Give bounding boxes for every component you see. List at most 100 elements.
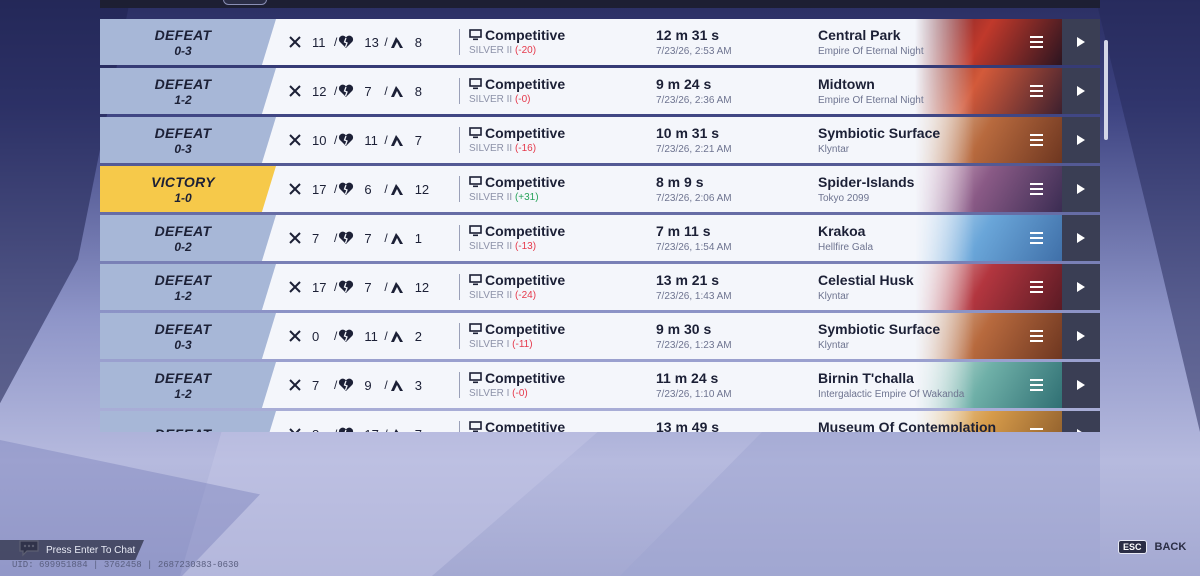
- assists-icon: [390, 37, 403, 48]
- menu-icon[interactable]: [1030, 376, 1048, 394]
- replay-button[interactable]: [1062, 264, 1100, 310]
- assists-value: 3: [414, 377, 422, 393]
- deaths-icon: [339, 427, 354, 432]
- map-name: Midtown: [818, 76, 875, 92]
- play-icon: [1077, 135, 1085, 145]
- match-row[interactable]: DEFEAT 1-2 12 / 7 / 8 Competitive SILVER…: [100, 68, 1100, 114]
- monitor-icon: [469, 127, 482, 139]
- assists-value: 12: [414, 279, 430, 295]
- mode-label: Competitive: [485, 27, 566, 43]
- match-duration: 9 m 30 s: [656, 321, 712, 337]
- deaths-value: 7: [364, 279, 372, 295]
- rank-delta: (-0): [514, 94, 531, 105]
- map-name: Birnin T'challa: [818, 370, 914, 386]
- kills-icon: [289, 36, 301, 48]
- stat-separator: /: [334, 427, 337, 432]
- deaths-icon: [339, 329, 354, 342]
- mode-label: Competitive: [485, 174, 566, 190]
- replay-button[interactable]: [1062, 362, 1100, 408]
- menu-icon[interactable]: [1030, 229, 1048, 247]
- deaths-stat: 11: [338, 133, 390, 148]
- match-duration: 7 m 11 s: [656, 223, 711, 239]
- replay-button[interactable]: [1062, 19, 1100, 65]
- kills-icon: [289, 232, 301, 244]
- deaths-icon: [339, 280, 354, 293]
- match-row[interactable]: DEFEAT 0-3 11 / 13 / 8 Competitive SILVE…: [100, 19, 1100, 65]
- match-score: 1-0: [174, 190, 192, 205]
- replay-button[interactable]: [1062, 166, 1100, 212]
- match-row[interactable]: DEFEAT 8 / 17 / 7 Competitive 13 m 49 s …: [100, 411, 1100, 432]
- stat-separator: /: [384, 182, 388, 196]
- match-result: DEFEAT: [154, 320, 212, 337]
- kda-stats: 12 / 7 / 8: [288, 68, 448, 114]
- replay-button[interactable]: [1062, 411, 1100, 432]
- map-region: Klyntar: [818, 144, 850, 155]
- kills-icon: [289, 428, 301, 432]
- kills-stat: 17: [288, 280, 340, 295]
- match-date: 7/23/26, 2:53 AM: [656, 46, 732, 57]
- assists-icon: [390, 135, 403, 146]
- match-row[interactable]: DEFEAT 1-2 7 / 9 / 3 Competitive SILVER …: [100, 362, 1100, 408]
- kills-stat: 17: [288, 182, 340, 197]
- match-result: DEFEAT: [154, 222, 212, 239]
- deaths-stat: 7: [338, 280, 390, 295]
- match-result-badge: DEFEAT: [100, 411, 276, 432]
- kills-value: 17: [312, 181, 327, 197]
- replay-button[interactable]: [1062, 215, 1100, 261]
- kills-stat: 7: [288, 378, 340, 393]
- assists-value: 8: [414, 83, 422, 99]
- deaths-value: 7: [364, 230, 372, 246]
- stat-separator: /: [384, 35, 388, 49]
- assists-stat: 7: [389, 133, 441, 148]
- match-mode: Competitive SILVER II (-24): [469, 272, 565, 301]
- replay-button[interactable]: [1062, 313, 1100, 359]
- kills-value: 7: [312, 377, 320, 393]
- map-name: Museum Of Contemplation: [818, 419, 997, 432]
- match-row[interactable]: DEFEAT 0-3 0 / 11 / 2 Competitive SILVER…: [100, 313, 1100, 359]
- menu-icon[interactable]: [1030, 327, 1048, 345]
- kda-stats: 17 / 6 / 12: [288, 166, 448, 212]
- match-mode: Competitive SILVER I (-0): [469, 370, 565, 399]
- back-button[interactable]: ESC BACK: [1118, 540, 1186, 554]
- rank-delta: (-16): [514, 143, 537, 154]
- top-tab[interactable]: [223, 0, 267, 5]
- menu-icon[interactable]: [1030, 33, 1048, 51]
- menu-icon[interactable]: [1030, 180, 1048, 198]
- match-mode: Competitive SILVER II (-13): [469, 223, 565, 252]
- scrollbar[interactable]: [1104, 40, 1108, 140]
- rank-label: SILVER I: [469, 388, 510, 399]
- background-shape: [180, 430, 600, 576]
- menu-icon[interactable]: [1030, 82, 1048, 100]
- assists-stat: 7: [389, 427, 441, 432]
- play-icon: [1077, 429, 1082, 432]
- match-date: 7/23/26, 2:36 AM: [656, 95, 732, 106]
- replay-button[interactable]: [1062, 117, 1100, 163]
- menu-icon[interactable]: [1030, 425, 1048, 432]
- rank-label: SILVER II: [469, 143, 513, 154]
- match-time: 8 m 9 s 7/23/26, 2:06 AM: [656, 174, 732, 204]
- match-mode: Competitive SILVER II (-20): [469, 27, 565, 56]
- replay-button[interactable]: [1062, 68, 1100, 114]
- menu-icon[interactable]: [1030, 131, 1048, 149]
- match-result-badge: DEFEAT 0-3: [100, 313, 276, 359]
- rank-delta: (-13): [514, 241, 537, 252]
- play-icon: [1077, 184, 1085, 194]
- deaths-value: 6: [364, 181, 372, 197]
- match-history-list[interactable]: DEFEAT 0-3 11 / 13 / 8 Competitive SILVE…: [100, 19, 1100, 432]
- mode-label: Competitive: [485, 76, 566, 92]
- rank-label: SILVER II: [469, 45, 513, 56]
- assists-stat: 12: [389, 280, 441, 295]
- stat-separator: /: [334, 329, 338, 343]
- match-date: 7/23/26, 2:06 AM: [656, 193, 732, 204]
- monitor-icon: [469, 372, 482, 384]
- menu-icon[interactable]: [1030, 278, 1048, 296]
- match-row[interactable]: DEFEAT 0-2 7 / 7 / 1 Competitive SILVER …: [100, 215, 1100, 261]
- map-region: Empire Of Eternal Night: [818, 95, 924, 106]
- assists-stat: 3: [389, 378, 441, 393]
- map-region: Hellfire Gala: [818, 242, 874, 253]
- chat-prompt[interactable]: Press Enter To Chat: [0, 540, 144, 560]
- match-row[interactable]: DEFEAT 1-2 17 / 7 / 12 Competitive SILVE…: [100, 264, 1100, 310]
- match-row[interactable]: DEFEAT 0-3 10 / 11 / 7 Competitive SILVE…: [100, 117, 1100, 163]
- monitor-icon: [469, 421, 482, 432]
- match-row[interactable]: VICTORY 1-0 17 / 6 / 12 Competitive SILV…: [100, 166, 1100, 212]
